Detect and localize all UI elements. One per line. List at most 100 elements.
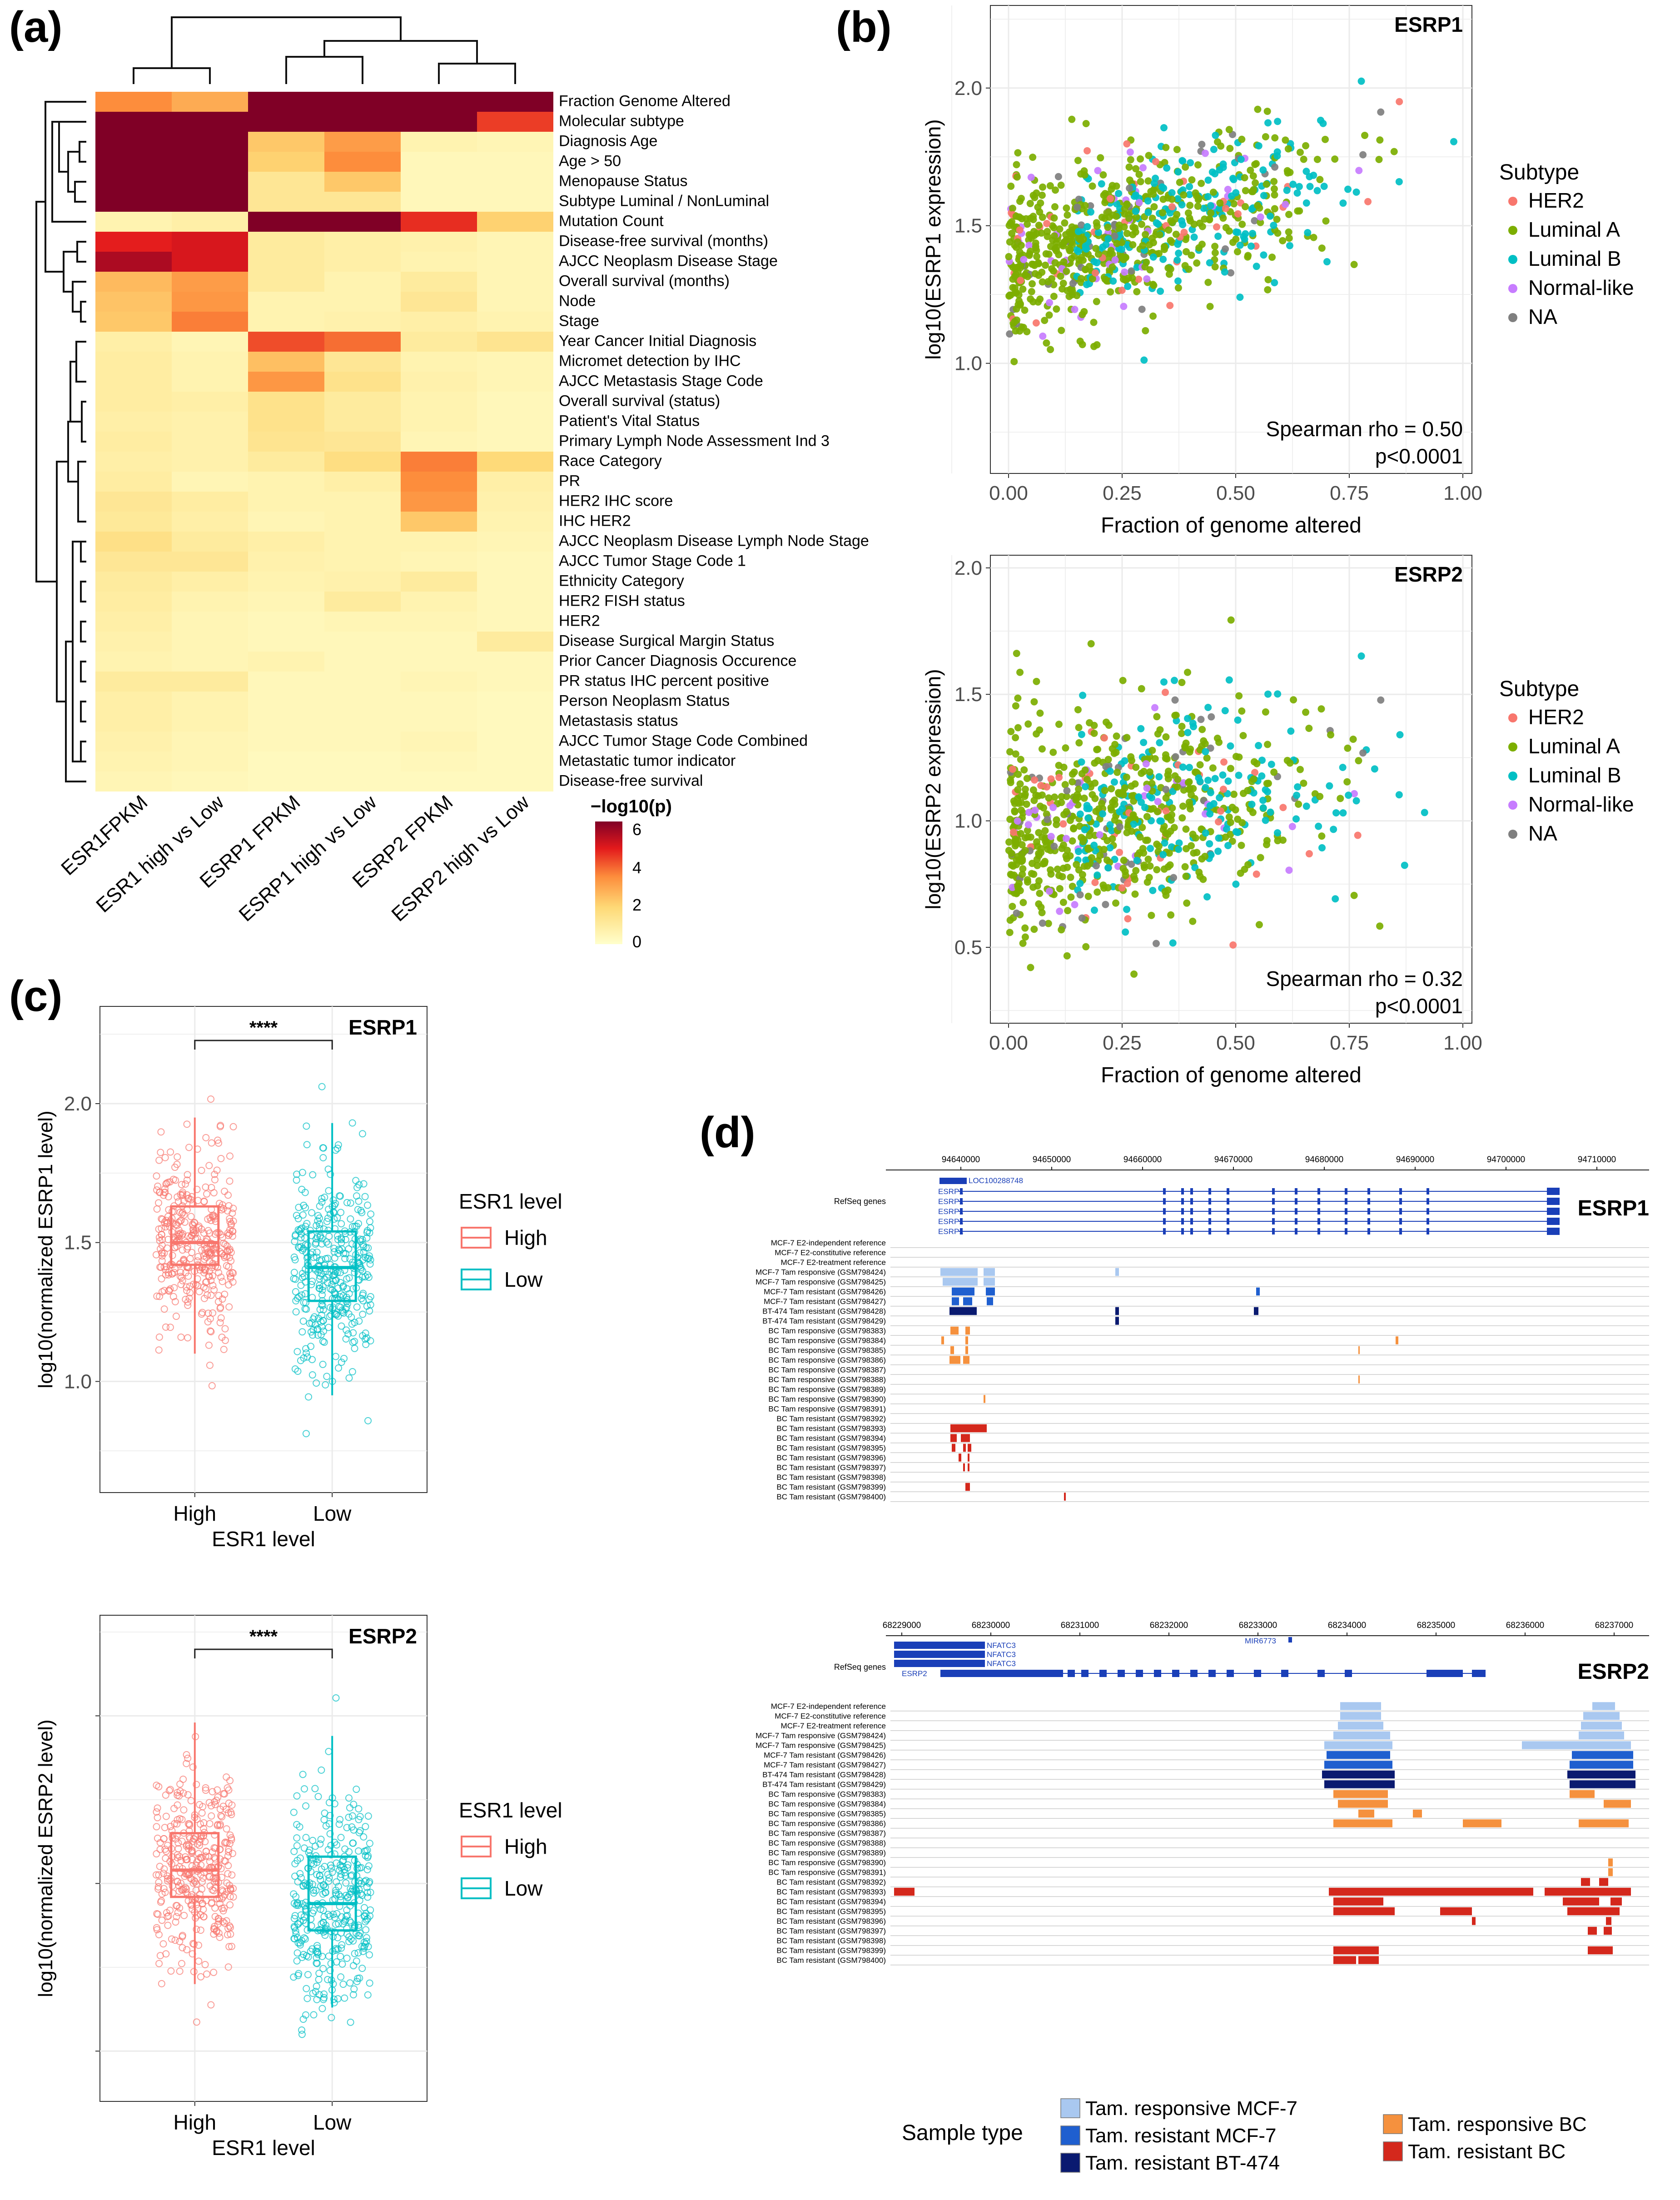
track-label: BC Tam responsive (GSM798387) [768,1829,886,1838]
scatter-point [1038,229,1045,237]
exon [1227,1188,1229,1195]
scatter-point [1186,202,1194,209]
jitter-point [343,1326,350,1334]
exon [1081,1670,1089,1677]
scatter-point [1007,871,1014,878]
jitter-point [228,1871,236,1879]
heatmap-cell [401,312,477,332]
jitter-point [195,1222,203,1230]
scatter-point [1044,816,1051,823]
scatter-point [1133,213,1140,221]
jitter-point [169,1882,176,1890]
scatter-point [1179,802,1187,810]
jitter-point [318,1235,326,1243]
scatter-point [1211,249,1219,257]
scatter-point [1056,885,1064,892]
scatter-point [1124,283,1132,290]
signal-bar [1333,1790,1388,1798]
track-label: BC Tam resistant (GSM798400) [776,1493,886,1501]
scatter-point [1282,136,1289,144]
scatter-point [1084,846,1092,853]
jitter-point [183,1176,191,1184]
signal-bar [1413,1809,1422,1818]
scatter-point [1375,156,1383,164]
scatter-point [1232,806,1239,814]
scatter-point [1069,882,1076,890]
heatmap-cell [477,252,553,272]
scatter-point [1061,219,1069,227]
heatmap-cell [95,652,172,672]
legend-label: Luminal B [1528,247,1621,270]
gene-label: NFATC3 [987,1650,1016,1659]
scatter-point [1143,878,1151,886]
scatter-point [1076,891,1084,899]
jitter-point [328,2014,335,2021]
scatter-point [1140,861,1148,869]
heatmap-cell [477,172,553,192]
jitter-point [192,1886,200,1894]
jitter-point [362,1273,369,1280]
dendrogram-branch [171,16,402,68]
scatter-point [1390,148,1398,155]
scatter-point [1170,874,1178,881]
jitter-point [361,1193,369,1200]
jitter-point [347,2018,354,2026]
heatmap-cell [95,232,172,252]
jitter-point [215,1917,223,1925]
scatter-point [1344,744,1352,752]
jitter-point [314,1217,322,1225]
plot-title: ESRP2 [1394,562,1463,586]
scatter-point [1038,745,1046,753]
scatter-point [1078,731,1085,738]
scatter-point [1108,835,1116,843]
scatter-point [1290,696,1297,704]
scatter-point [1161,888,1169,896]
signal-bar [1333,1946,1379,1955]
scatter-point [1183,248,1190,255]
jitter-point [293,1834,301,1842]
scatter-point [1146,768,1153,776]
jitter-point [367,1224,374,1232]
heatmap-cell [401,232,477,252]
scatter-point [1296,766,1304,773]
scatter-point [1202,149,1209,157]
heatmap-cell [248,472,324,492]
jitter-point [319,1338,327,1345]
jitter-point [153,1850,160,1858]
jitter-point [193,1926,200,1933]
jitter-point [338,1944,345,1952]
scatter-point [1039,278,1046,286]
jitter-point [190,1835,198,1842]
heatmap-cell [324,372,401,392]
jitter-point [211,1170,219,1178]
heatmap-cell [248,312,324,332]
heatmap-cell [401,572,477,592]
heatmap-row-label: PR [559,473,580,490]
jitter-point [355,1805,363,1812]
signal-bar [1608,1858,1613,1867]
scatter-point [1322,135,1329,143]
jitter-point [318,1920,325,1928]
jitter-point [178,1960,185,1967]
x-tick-label: 0.75 [1330,482,1369,504]
x-tick-label: 0.00 [989,482,1028,504]
jitter-point [355,1829,363,1837]
jitter-point [155,1156,163,1164]
scatter-point [1165,767,1172,775]
scatter-point [1258,772,1266,780]
scatter-point [1211,243,1219,250]
jitter-point [153,1782,160,1789]
jitter-point [351,1269,358,1276]
scatter-point [1059,240,1067,248]
scatter-point [1085,263,1093,270]
scatter-point [1083,245,1090,253]
scatter-point [1050,281,1058,289]
scatter-point [1010,358,1018,365]
scatter-point [1204,193,1212,200]
x-tick-label: High [173,2110,216,2134]
jitter-point [335,1882,343,1890]
heatmap-cell [172,692,248,712]
jitter-point [189,1280,197,1288]
scatter-point [1300,155,1307,163]
jitter-point [292,1275,299,1283]
